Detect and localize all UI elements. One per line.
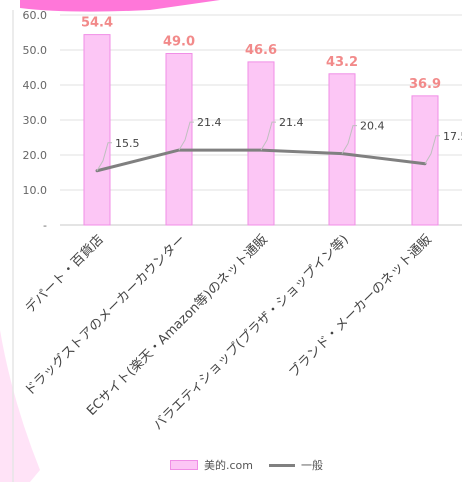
line-label-leader: [424, 135, 440, 165]
y-tick-label: 20.0: [23, 149, 48, 162]
y-tick-label: -: [43, 219, 47, 232]
x-axis-labels: デパート・百貨店ドラッグストアのメーカーカウンターECサイト(楽天・Amazon…: [22, 232, 435, 434]
line-value-label: 15.5: [115, 137, 140, 150]
line-value-label: 21.4: [197, 116, 222, 129]
x-category-label: デパート・百貨店: [22, 232, 107, 317]
bar-value-label: 54.4: [81, 16, 113, 31]
line-value-label: 20.4: [360, 120, 385, 133]
legend-line-label: 一般: [301, 459, 323, 472]
legend: 美的.com 一般: [170, 456, 323, 474]
bar: [411, 95, 439, 226]
line-label-leader: [341, 125, 357, 154]
bar: [83, 34, 111, 226]
line-value-label: 21.4: [279, 116, 304, 129]
bar-value-label: 43.2: [326, 55, 358, 70]
line-label-leader: [96, 142, 112, 172]
frame-decoration: [0, 0, 220, 482]
legend-bar-label: 美的.com: [204, 459, 253, 472]
decor-swoosh-top: [20, 0, 220, 12]
line-value-labels: 15.5 21.4 21.4 20.4 17.5: [96, 116, 462, 172]
y-tick-label: 50.0: [23, 44, 48, 57]
bar-value-label: 36.9: [409, 77, 441, 92]
line-label-leader: [260, 121, 276, 151]
bar-value-label: 49.0: [163, 35, 195, 50]
line-value-label: 17.5: [443, 130, 462, 143]
y-axis-ticks: - 10.0 20.0 30.0 40.0 50.0 60.0: [23, 9, 48, 232]
y-tick-label: 60.0: [23, 9, 48, 22]
y-tick-label: 30.0: [23, 114, 48, 127]
x-category-label: ECサイト(楽天・Amazon等)のネット通販: [83, 232, 270, 419]
bar-value-label: 46.6: [245, 43, 277, 58]
legend-line-swatch: [269, 463, 295, 467]
bar: [165, 53, 193, 226]
x-category-label: ドラッグストアのメーカーカウンター: [22, 232, 189, 399]
y-tick-label: 10.0: [23, 184, 48, 197]
x-category-label: ブランド・メーカーのネット通販: [286, 232, 435, 381]
line-label-leader: [178, 121, 194, 151]
bar: [328, 73, 356, 226]
legend-bar-swatch: [170, 460, 198, 470]
decor-swoosh-bottom: [0, 330, 40, 482]
bar: [247, 61, 275, 226]
bar-value-labels: 54.4 49.0 46.6 43.2 36.9: [81, 16, 441, 92]
bar-series: [83, 34, 439, 226]
y-tick-label: 40.0: [23, 79, 48, 92]
